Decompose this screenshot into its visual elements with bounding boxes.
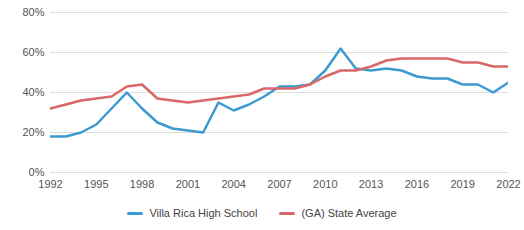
svg-text:2010: 2010 xyxy=(313,178,337,190)
svg-text:1995: 1995 xyxy=(84,178,108,190)
svg-text:2019: 2019 xyxy=(450,178,474,190)
svg-text:2007: 2007 xyxy=(267,178,291,190)
svg-text:1992: 1992 xyxy=(38,178,62,190)
svg-text:2022: 2022 xyxy=(496,178,520,190)
svg-text:60%: 60% xyxy=(22,46,44,58)
svg-text:80%: 80% xyxy=(22,6,44,18)
svg-text:2016: 2016 xyxy=(405,178,429,190)
svg-text:2004: 2004 xyxy=(221,178,245,190)
html-text:Villa Rica High School: Villa Rica High School xyxy=(149,207,258,219)
svg-text:1998: 1998 xyxy=(130,178,154,190)
html-text:(GA) State Average: (GA) State Average xyxy=(301,207,397,219)
svg-text:2013: 2013 xyxy=(359,178,383,190)
svg-text:2001: 2001 xyxy=(176,178,200,190)
svg-text:0%: 0% xyxy=(29,166,45,178)
svg-text:40%: 40% xyxy=(22,86,44,98)
svg-text:20%: 20% xyxy=(22,126,44,138)
